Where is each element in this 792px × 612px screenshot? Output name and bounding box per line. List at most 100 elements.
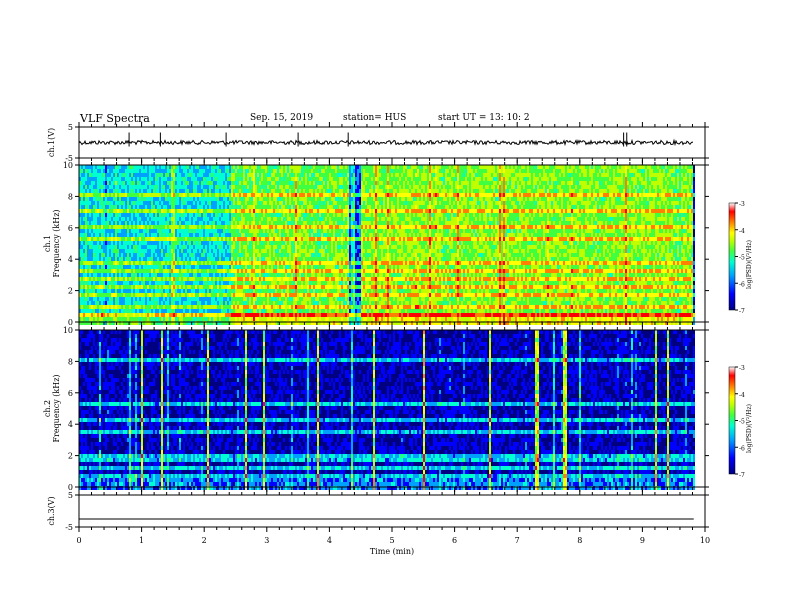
spectrogram-cell (227, 241, 229, 245)
spectrogram-cell (271, 169, 273, 173)
spectrogram-cell (303, 257, 305, 261)
spectrogram-cell (87, 205, 89, 209)
spectrogram-cell (229, 265, 231, 269)
spectrogram-cell (255, 221, 257, 225)
spectrogram-cell (239, 301, 241, 305)
spectrogram-cell (153, 229, 155, 233)
spectrogram-cell (281, 317, 283, 321)
spectrogram-cell (309, 189, 311, 193)
spectrogram-cell (189, 309, 191, 313)
spectrogram-cell (219, 181, 221, 185)
spectrogram-cell (187, 237, 189, 241)
spectrogram-cell (277, 285, 279, 289)
spectrogram-cell (105, 245, 107, 249)
spectrogram-cell (277, 217, 279, 221)
spectrogram-cell (223, 253, 225, 257)
spectrogram-cell (123, 301, 125, 305)
spectrogram-cell (261, 181, 263, 185)
spectrogram-cell (273, 273, 275, 277)
spectrogram-cell (103, 197, 105, 201)
spectrogram-cell (209, 305, 211, 309)
spectrogram-cell (303, 281, 305, 285)
spectrogram-cell (317, 193, 319, 197)
spectrogram-cell (113, 285, 115, 289)
spectrogram-cell (189, 277, 191, 281)
spectrogram-cell (191, 289, 193, 293)
spectrogram-cell (295, 269, 297, 273)
spectrogram-cell (119, 201, 121, 205)
spectrogram-cell (299, 293, 301, 297)
spectrogram-cell (165, 301, 167, 305)
spectrogram-cell (137, 173, 139, 177)
spectrogram-cell (83, 205, 85, 209)
spectrogram-cell (297, 173, 299, 177)
spectrogram-cell (105, 205, 107, 209)
spectrogram-cell (165, 249, 167, 253)
spectrogram-cell (215, 297, 217, 301)
spectrogram-cell (311, 269, 313, 273)
spectrogram-cell (227, 281, 229, 285)
spectrogram-cell (201, 169, 203, 173)
spectrogram-cell (203, 317, 205, 321)
spectrogram-cell (127, 165, 129, 169)
spectrogram-cell (311, 193, 313, 197)
spectrogram-cell (289, 229, 291, 233)
spectrogram-cell (269, 181, 271, 185)
spectrogram-cell (261, 241, 263, 245)
spectrogram-cell (93, 305, 95, 309)
spectrogram-cell (317, 217, 319, 221)
spectrogram-cell (281, 301, 283, 305)
spectrogram-cell (193, 193, 195, 197)
spectrogram-cell (177, 185, 179, 189)
spectrogram-cell (187, 313, 189, 317)
spectrogram-cell (311, 217, 313, 221)
spectrogram-cell (301, 173, 303, 177)
spectrogram-cell (151, 221, 153, 225)
spectrogram-cell (149, 245, 151, 249)
spectrogram-cell (151, 249, 153, 253)
spectrogram-cell (95, 197, 97, 201)
spectrogram-cell (147, 217, 149, 221)
spectrogram-cell (95, 281, 97, 285)
spectrogram-cell (253, 317, 255, 321)
spectrogram-cell (97, 213, 99, 217)
spectrogram-cell (249, 177, 251, 181)
spectrogram-cell (135, 257, 137, 261)
spectrogram-cell (85, 245, 87, 249)
spectrogram-cell (229, 185, 231, 189)
spectrogram-cell (315, 253, 317, 257)
spectrogram-cell (273, 177, 275, 181)
spectrogram-cell (203, 257, 205, 261)
spectrogram-cell (189, 253, 191, 257)
spectrogram-cell (121, 213, 123, 217)
spectrogram-cell (205, 217, 207, 221)
spectrogram-cell (313, 265, 315, 269)
spectrogram-cell (275, 317, 277, 321)
spectrogram-cell (231, 269, 233, 273)
spectrogram-cell (173, 237, 175, 241)
spectrogram-cell (307, 261, 309, 265)
spectrogram-cell (179, 305, 181, 309)
spectrogram-cell (319, 301, 321, 305)
spectrogram-cell (153, 309, 155, 313)
spectrogram-cell (161, 289, 163, 293)
spectrogram-cell (163, 261, 165, 265)
spectrogram-cell (199, 185, 201, 189)
spectrogram-cell (81, 297, 83, 301)
spectrogram-cell (191, 225, 193, 229)
spectrogram-cell (203, 177, 205, 181)
spectrogram-cell (143, 237, 145, 241)
spectrogram-cell (259, 233, 261, 237)
spectrogram-cell (185, 285, 187, 289)
spectrogram-cell (243, 213, 245, 217)
spectrogram-cell (279, 205, 281, 209)
spectrogram-cell (143, 213, 145, 217)
spectrogram-cell (151, 225, 153, 229)
spectrogram-cell (173, 165, 175, 169)
spectrogram-cell (163, 181, 165, 185)
spectrogram-cell (125, 249, 127, 253)
spectrogram-cell (297, 253, 299, 257)
spectrogram-cell (271, 217, 273, 221)
spectrogram-cell (111, 257, 113, 261)
spectrogram-cell (239, 313, 241, 317)
